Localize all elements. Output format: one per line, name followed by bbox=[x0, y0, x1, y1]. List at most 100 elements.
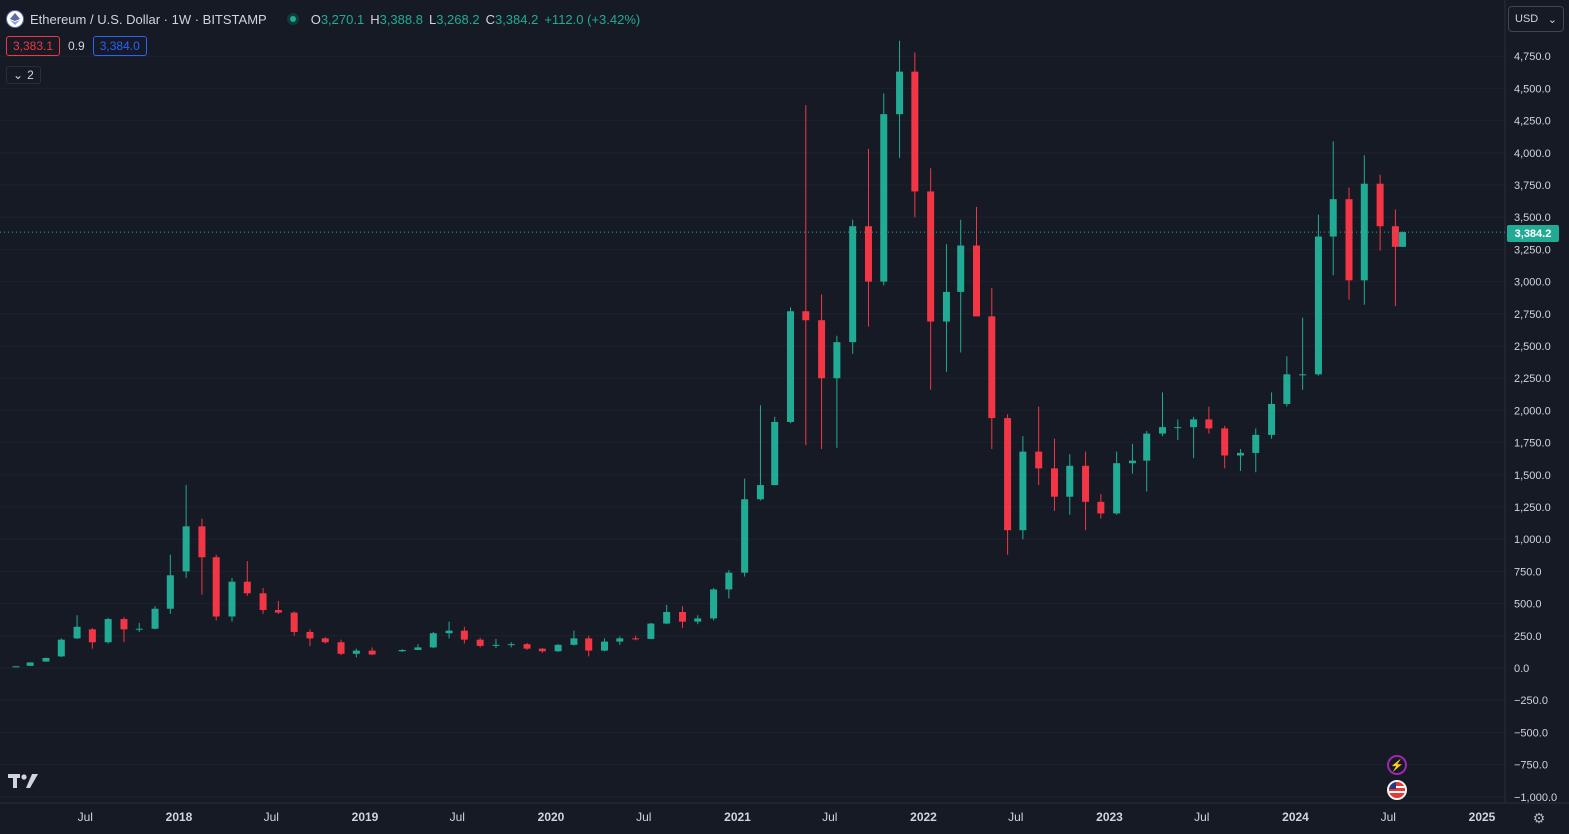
indicators-toggle-button[interactable]: ⌄ 2 bbox=[6, 66, 41, 84]
candle bbox=[1236, 449, 1244, 471]
candle bbox=[104, 617, 112, 644]
candle bbox=[166, 554, 174, 614]
candle bbox=[741, 478, 749, 577]
candle bbox=[1221, 425, 1229, 469]
candle-body bbox=[1174, 427, 1182, 429]
candle-body bbox=[120, 619, 128, 630]
candle-body bbox=[182, 526, 190, 572]
high-label: H bbox=[370, 11, 380, 27]
candle bbox=[198, 518, 206, 595]
candle bbox=[880, 93, 888, 286]
candle bbox=[337, 639, 345, 656]
candle bbox=[523, 642, 531, 650]
candle bbox=[1376, 174, 1384, 251]
candle bbox=[460, 626, 468, 644]
candle-body bbox=[756, 485, 764, 500]
candle bbox=[756, 405, 764, 501]
candle-body bbox=[166, 575, 174, 609]
candle-body bbox=[1221, 428, 1229, 456]
y-tick-label: 2,000.0 bbox=[1514, 405, 1551, 417]
candle-body bbox=[26, 662, 34, 666]
sell-price-button[interactable]: 3,383.1 bbox=[6, 36, 61, 56]
candle bbox=[973, 206, 981, 317]
high-value: 3,388.8 bbox=[379, 11, 423, 27]
candle bbox=[120, 617, 128, 643]
ethereum-icon[interactable] bbox=[6, 10, 24, 28]
candle bbox=[321, 637, 329, 644]
candle-body bbox=[198, 526, 206, 558]
candle bbox=[492, 639, 500, 649]
x-tick-label: 2021 bbox=[724, 810, 751, 824]
symbol-legend: Ethereum / U.S. Dollar · 1W · BITSTAMP O… bbox=[6, 8, 640, 30]
candle-body bbox=[1128, 460, 1136, 464]
spread-value: 0.9 bbox=[68, 39, 85, 53]
candle bbox=[1205, 406, 1213, 434]
candle bbox=[1268, 392, 1276, 439]
candle-body bbox=[632, 638, 640, 640]
y-tick-label: 250.0 bbox=[1514, 631, 1542, 643]
currency-select[interactable]: USD ⌄ bbox=[1508, 6, 1564, 32]
candle-body bbox=[1004, 418, 1012, 531]
candle-body bbox=[880, 114, 888, 282]
candle-body bbox=[647, 623, 655, 639]
us-flag-event-icon[interactable] bbox=[1387, 780, 1407, 800]
y-tick-label: 4,500.0 bbox=[1514, 83, 1551, 95]
symbol-title[interactable]: Ethereum / U.S. Dollar · 1W · BITSTAMP bbox=[30, 11, 267, 27]
candle-body bbox=[73, 626, 81, 639]
candle-body bbox=[678, 611, 686, 622]
x-tick-label: 2019 bbox=[352, 810, 379, 824]
y-tick-label: −250.0 bbox=[1514, 695, 1548, 707]
x-tick-label: 2024 bbox=[1282, 810, 1309, 824]
candle bbox=[1035, 406, 1043, 486]
tradingview-logo-icon[interactable] bbox=[8, 772, 40, 793]
candle-body bbox=[538, 648, 546, 652]
candle bbox=[988, 288, 996, 450]
gear-icon[interactable]: ⚙ bbox=[1532, 809, 1546, 826]
candle bbox=[725, 570, 733, 599]
candle-body bbox=[1283, 374, 1291, 404]
candle-body bbox=[1159, 427, 1167, 434]
x-tick-label: 2025 bbox=[1469, 810, 1496, 824]
y-tick-label: 1,500.0 bbox=[1514, 470, 1551, 482]
indicators-count: 2 bbox=[27, 68, 34, 82]
candle bbox=[849, 219, 857, 354]
candle-body bbox=[942, 291, 950, 322]
time-axis[interactable]: Jul 2018 Jul 2019 Jul 2020 Jul 2021 Jul 2022 Jul 20… bbox=[78, 810, 1496, 824]
candle-body bbox=[476, 639, 484, 646]
last-price-label: 3,384.2 bbox=[1507, 225, 1559, 242]
close-label: C bbox=[485, 11, 495, 27]
x-tick-label: 2018 bbox=[166, 810, 193, 824]
candle-body bbox=[104, 619, 112, 643]
buy-price-button[interactable]: 3,384.0 bbox=[92, 36, 147, 56]
candle-body bbox=[1252, 434, 1260, 453]
candle bbox=[896, 40, 904, 158]
y-tick-label: 1,000.0 bbox=[1514, 534, 1551, 546]
candle bbox=[507, 642, 515, 648]
candle-body bbox=[616, 638, 624, 642]
price-axis[interactable]: 4,750.0 4,500.0 4,250.0 4,000.0 3,750.0 3,500… bbox=[1514, 51, 1557, 804]
candle-body bbox=[585, 638, 593, 651]
candle-body bbox=[957, 245, 965, 292]
candle-body bbox=[864, 226, 872, 282]
candle-body bbox=[1236, 452, 1244, 456]
candle bbox=[1143, 431, 1151, 492]
candle-body bbox=[554, 644, 562, 652]
candle bbox=[182, 485, 190, 578]
candle-body bbox=[833, 342, 841, 379]
lightning-event-icon[interactable]: ⚡ bbox=[1387, 755, 1407, 775]
candle-body bbox=[57, 639, 65, 657]
candle bbox=[42, 657, 50, 662]
y-tick-label: 2,750.0 bbox=[1514, 309, 1551, 321]
candle-body bbox=[1268, 403, 1276, 435]
y-tick-label: 1,750.0 bbox=[1514, 438, 1551, 450]
candle-body bbox=[802, 311, 810, 321]
candle-body bbox=[1314, 236, 1322, 375]
candle bbox=[212, 554, 220, 621]
candle-body bbox=[1143, 433, 1151, 461]
candle bbox=[538, 648, 546, 653]
candle-body bbox=[741, 499, 749, 573]
y-tick-label: 1,250.0 bbox=[1514, 502, 1551, 514]
candle-body bbox=[243, 581, 251, 594]
candle bbox=[352, 648, 360, 658]
